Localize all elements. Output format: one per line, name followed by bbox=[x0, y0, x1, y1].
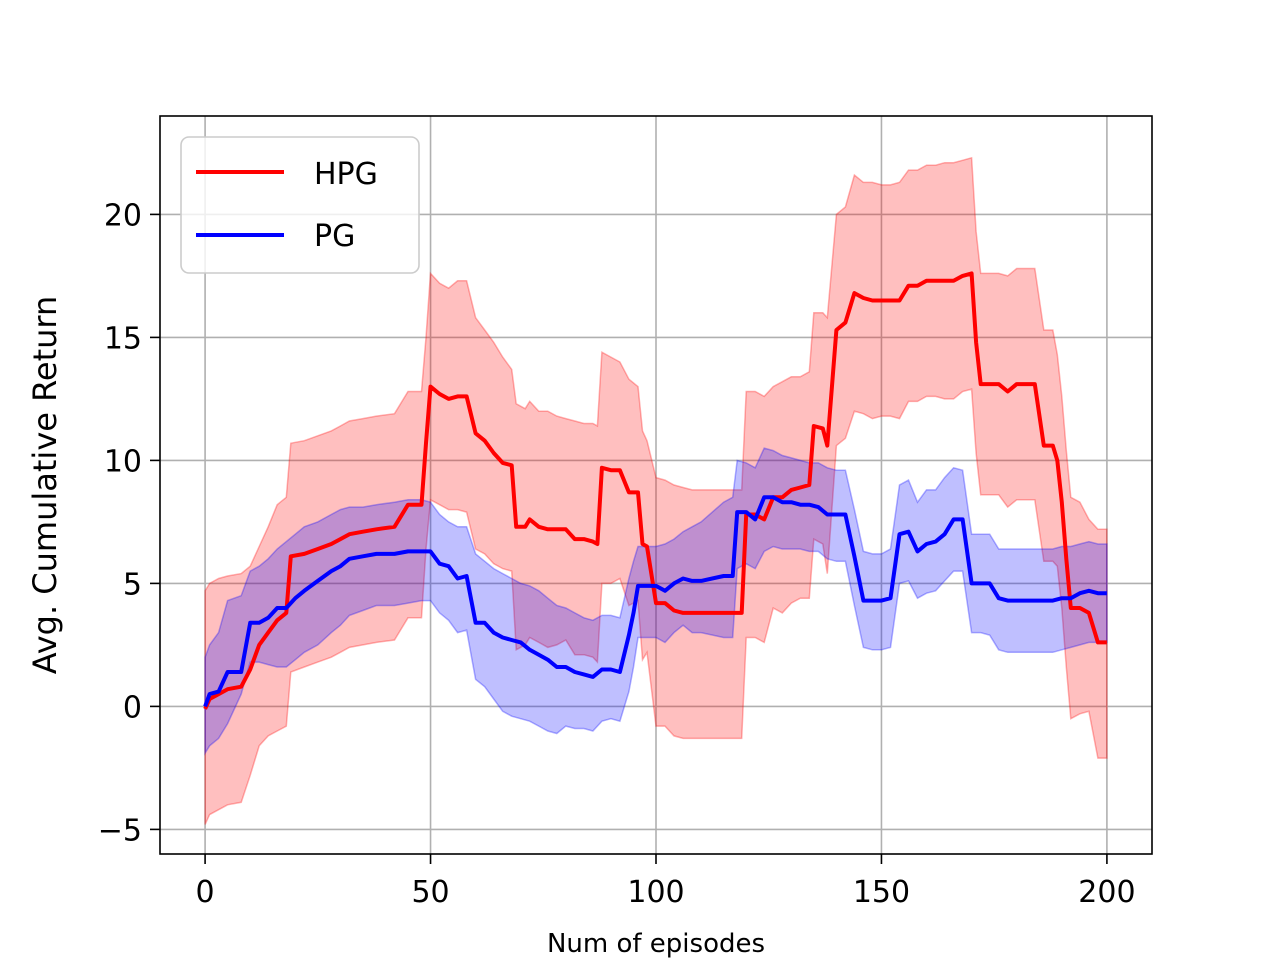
legend-label-hpg: HPG bbox=[314, 157, 378, 192]
x-tick-label: 100 bbox=[627, 875, 684, 910]
series-lines bbox=[203, 271, 1107, 710]
y-tick-label: 20 bbox=[104, 198, 142, 233]
y-tick-label: 15 bbox=[104, 321, 142, 356]
legend: HPG PG bbox=[180, 136, 420, 274]
band-hpg bbox=[204, 156, 1108, 825]
x-tick-label: 0 bbox=[196, 875, 215, 910]
x-tick-label: 150 bbox=[853, 875, 910, 910]
axis-ticks: 0 50 100 150 200 −5 0 5 10 15 20 bbox=[98, 198, 1136, 910]
legend-box bbox=[180, 136, 420, 274]
y-tick-label: −5 bbox=[98, 813, 142, 848]
legend-label-pg: PG bbox=[314, 219, 355, 254]
grid bbox=[160, 116, 1152, 854]
y-tick-label: 5 bbox=[123, 567, 142, 602]
y-tick-label: 0 bbox=[123, 690, 142, 725]
line-hpg bbox=[203, 271, 1107, 710]
x-axis-label: Num of episodes bbox=[547, 929, 765, 959]
x-tick-label: 200 bbox=[1078, 875, 1135, 910]
y-axis-label: Avg. Cumulative Return bbox=[26, 296, 64, 675]
line-pg bbox=[203, 495, 1107, 708]
x-tick-label: 50 bbox=[411, 875, 449, 910]
y-tick-label: 10 bbox=[104, 444, 142, 479]
